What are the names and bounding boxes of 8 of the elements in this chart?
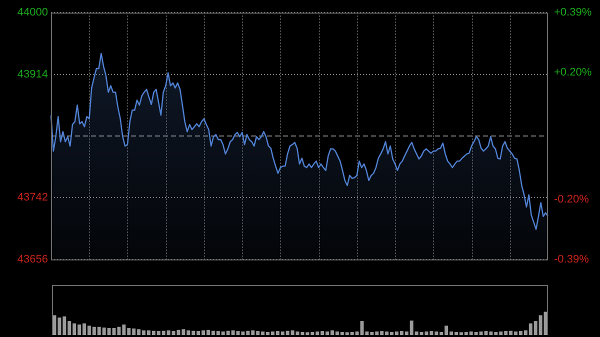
y-tick-label: 43656 — [17, 253, 48, 266]
y2-tick-label: +0.39% — [554, 6, 592, 19]
y-tick-label: 44000 — [17, 6, 48, 19]
y2-tick-label: -0.39% — [554, 253, 590, 266]
y2-tick-label: -0.20% — [554, 193, 590, 206]
y-tick-label: 43742 — [17, 192, 48, 204]
y-tick-label: 43914 — [17, 68, 48, 80]
y2-tick-label: +0.20% — [554, 66, 592, 79]
